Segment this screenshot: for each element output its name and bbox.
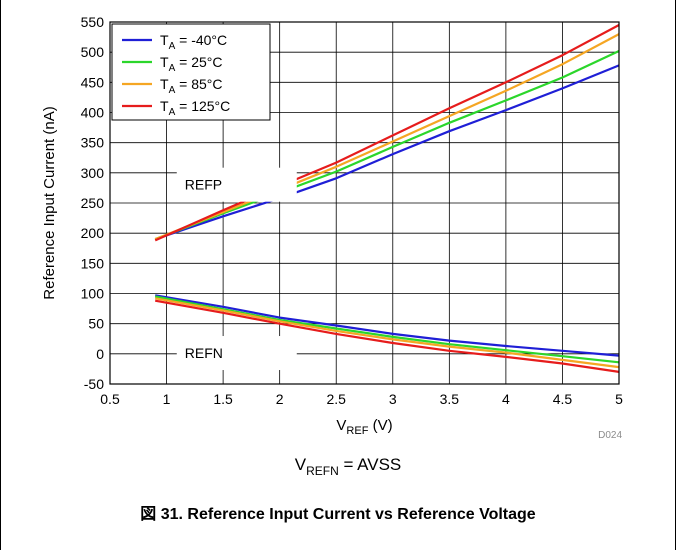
chart-annotations: REFP REFN — [176, 167, 297, 371]
legend-entry-sub: A — [169, 63, 176, 74]
x-axis-title-rest: (V) — [368, 417, 392, 434]
legend-entry-post: = 85°C — [175, 76, 222, 92]
chart-series — [154, 24, 620, 373]
series-line-refp-1 — [154, 50, 620, 241]
x-axis-title: VREF (V) — [336, 417, 392, 437]
y-axis-title: Reference Input Current (nA) — [41, 106, 58, 299]
chart-tick-labels: 0.5 1 1.5 2 2.5 3 3.5 4 4.5 5 -50 0 50 100 150 200 250 30… — [81, 14, 623, 407]
legend-entry-pre: T — [160, 76, 169, 92]
legend-entry: TA = 85°C — [160, 76, 222, 96]
x-tick-label: 3.5 — [440, 391, 460, 407]
y-tick-label: 400 — [81, 105, 105, 121]
legend-entry-pre: T — [160, 54, 169, 70]
y-tick-label: 50 — [88, 316, 104, 332]
annotation-label: REFP — [185, 177, 222, 193]
x-tick-label: 1 — [163, 391, 171, 407]
series-line-refn-0 — [155, 294, 620, 357]
x-axis-title-sub: REF — [346, 425, 368, 437]
y-tick-label: 250 — [81, 195, 105, 211]
annotation-label: REFN — [185, 345, 223, 361]
test-condition-label: VREFN = AVSS — [295, 455, 402, 478]
figure-id-label: D024 — [598, 430, 622, 441]
y-tick-label: 450 — [81, 74, 105, 90]
series-line-refn-2 — [155, 297, 620, 369]
x-tick-label: 4.5 — [553, 391, 573, 407]
y-tick-label: 550 — [81, 14, 105, 30]
legend-entry: TA = 125°C — [160, 98, 230, 118]
x-tick-label: 2 — [276, 391, 284, 407]
annotation-box — [176, 167, 297, 202]
plot-area-border — [109, 21, 620, 385]
y-tick-label: 0 — [96, 346, 104, 362]
x-tick-label: 5 — [615, 391, 623, 407]
legend-entry-pre: T — [160, 32, 169, 48]
x-tick-label: 3 — [389, 391, 397, 407]
legend-entry: TA = 25°C — [160, 54, 222, 74]
legend-entry-post: = -40°C — [175, 32, 227, 48]
series-line-refn-3 — [155, 299, 620, 373]
frame-left-border — [0, 0, 1, 550]
condition-rest: = AVSS — [339, 455, 402, 474]
chart-legend: TA = -40°CTA = 25°CTA = 85°CTA = 125°C — [111, 23, 271, 121]
legend-entry-post: = 25°C — [175, 54, 222, 70]
series-line-refp-3 — [154, 24, 620, 242]
legend-entry-sub: A — [169, 85, 176, 96]
y-tick-label: 500 — [81, 44, 105, 60]
x-axis-title-main: V — [336, 417, 346, 434]
legend-entry-sub: A — [169, 41, 176, 52]
y-tick-label: 350 — [81, 135, 105, 151]
legend-entry-sub: A — [169, 107, 176, 118]
series-line-refp-0 — [154, 64, 620, 241]
series-line-refn-1 — [154, 295, 620, 364]
condition-sub: REFN — [306, 464, 339, 478]
legend-entry: TA = -40°C — [160, 32, 227, 52]
y-tick-label: 100 — [81, 286, 105, 302]
y-tick-label: 150 — [81, 255, 105, 271]
series-line-refp-2 — [154, 33, 620, 241]
y-tick-label: -50 — [84, 376, 104, 392]
legend-entry-post: = 125°C — [175, 98, 230, 114]
y-tick-label: 200 — [81, 225, 105, 241]
x-tick-label: 4 — [502, 391, 510, 407]
legend-entry-pre: T — [160, 98, 169, 114]
condition-main: V — [295, 455, 307, 474]
y-tick-label: 300 — [81, 165, 105, 181]
annotation-box — [176, 336, 297, 371]
x-tick-label: 1.5 — [213, 391, 233, 407]
x-tick-label: 2.5 — [326, 391, 346, 407]
figure-caption: 図 31. Reference Input Current vs Referen… — [140, 506, 536, 523]
x-tick-label: 0.5 — [100, 391, 120, 407]
